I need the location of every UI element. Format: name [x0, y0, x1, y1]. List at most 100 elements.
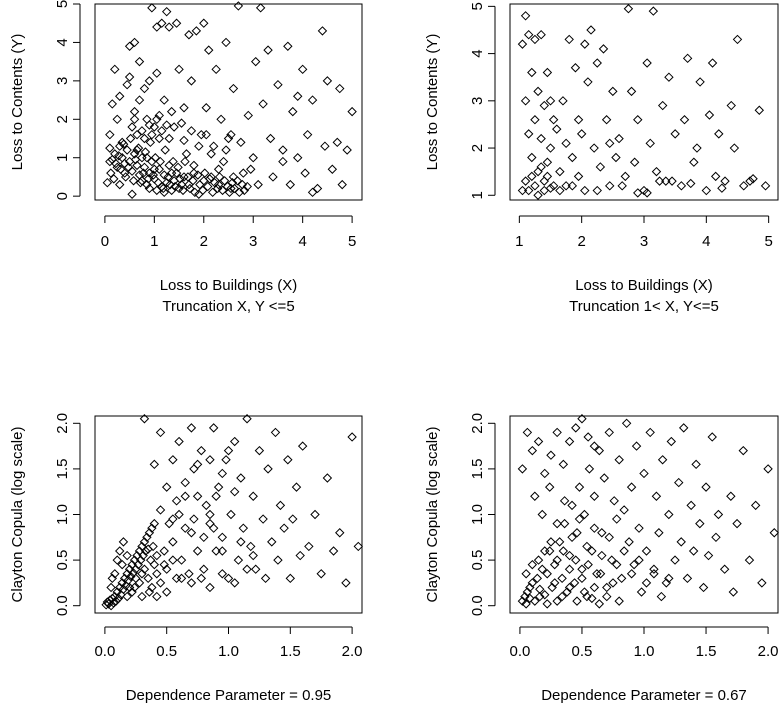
data-point	[173, 162, 183, 173]
data-point	[717, 183, 727, 193]
data-point	[238, 168, 249, 178]
y-axis-title: Clayton Copula (log scale)	[9, 427, 26, 603]
y-tick-label: 1.5	[54, 458, 71, 479]
data-point	[163, 172, 173, 182]
data-point	[300, 168, 310, 178]
data-point	[180, 523, 190, 533]
data-point	[654, 528, 664, 538]
data-point	[517, 39, 528, 49]
data-point	[533, 436, 544, 447]
x-tick-label: 2	[200, 233, 208, 250]
data-point	[263, 45, 273, 55]
x-axis-subtitle: Truncation 1< X, Y<=5	[569, 298, 719, 315]
data-point	[250, 56, 261, 67]
data-point	[113, 593, 124, 604]
y-axis-title: Loss to Contents (Y)	[424, 34, 441, 171]
data-point	[132, 129, 142, 140]
data-point	[111, 158, 121, 169]
data-points	[517, 414, 779, 609]
data-points	[102, 1, 357, 199]
data-point	[148, 541, 158, 552]
data-point	[233, 555, 244, 565]
data-point	[552, 518, 562, 529]
data-point	[170, 181, 180, 192]
data-point	[189, 514, 199, 524]
data-point	[651, 166, 662, 177]
data-point	[583, 77, 593, 87]
data-point	[335, 83, 345, 94]
data-point	[258, 99, 268, 109]
data-point	[666, 436, 677, 447]
data-point	[221, 145, 231, 155]
data-point	[118, 537, 129, 547]
data-point	[642, 188, 652, 198]
x-tick-label: 1	[515, 233, 523, 250]
data-point	[153, 177, 163, 188]
data-point	[154, 164, 164, 174]
data-point	[152, 68, 162, 78]
data-point	[263, 464, 273, 474]
data-point	[275, 500, 286, 511]
data-point	[641, 578, 652, 588]
data-point	[117, 153, 127, 163]
data-point	[614, 133, 624, 144]
data-point	[567, 532, 577, 543]
data-point	[695, 518, 705, 529]
data-point	[664, 72, 674, 82]
data-point	[544, 482, 555, 492]
data-point	[537, 509, 547, 520]
data-point	[107, 99, 118, 109]
data-point	[527, 171, 537, 182]
data-point	[536, 133, 546, 144]
data-point	[178, 185, 188, 196]
data-point	[626, 86, 637, 97]
data-point	[268, 172, 278, 182]
data-point	[114, 151, 124, 161]
data-point	[353, 541, 363, 552]
data-point	[171, 18, 182, 28]
data-point	[217, 532, 228, 543]
data-point	[533, 555, 544, 565]
y-tick-label: 3	[54, 77, 71, 85]
data-point	[147, 582, 157, 593]
data-point	[190, 187, 200, 198]
data-point	[698, 582, 709, 593]
data-point	[154, 133, 164, 144]
data-point	[542, 599, 552, 609]
data-point	[191, 26, 202, 36]
data-point	[228, 83, 239, 94]
data-point	[273, 79, 283, 90]
data-point	[236, 137, 246, 148]
data-point	[310, 509, 320, 520]
data-point	[530, 491, 540, 501]
data-point	[155, 427, 166, 438]
plot-frame	[94, 415, 363, 614]
data-point	[567, 152, 578, 163]
data-point	[626, 569, 637, 579]
data-point	[726, 100, 736, 111]
y-tick-label: 5	[54, 0, 71, 8]
data-point	[105, 129, 115, 140]
data-point	[139, 414, 150, 424]
data-point	[322, 473, 333, 483]
data-point	[527, 152, 537, 163]
data-point	[144, 76, 155, 86]
data-point	[619, 546, 629, 556]
data-point	[719, 564, 730, 574]
data-point	[546, 450, 556, 460]
data-point	[152, 114, 162, 125]
data-point	[297, 441, 308, 451]
data-point	[517, 185, 528, 196]
x-tick-label: 3	[640, 233, 648, 250]
data-point	[223, 573, 234, 584]
data-point	[540, 590, 550, 600]
data-point	[122, 79, 132, 90]
data-point	[140, 147, 151, 157]
data-point	[522, 427, 533, 438]
data-point	[180, 491, 190, 501]
chart-panel-4: 0.0 0.5 1.0 1.5 2.0 0.0 0.5 1.0 1.5 2.0 Clayton Co…	[424, 413, 779, 704]
data-point	[112, 555, 122, 565]
data-point	[527, 578, 538, 588]
data-point	[597, 550, 607, 561]
x-tick-label: 2	[578, 233, 586, 250]
